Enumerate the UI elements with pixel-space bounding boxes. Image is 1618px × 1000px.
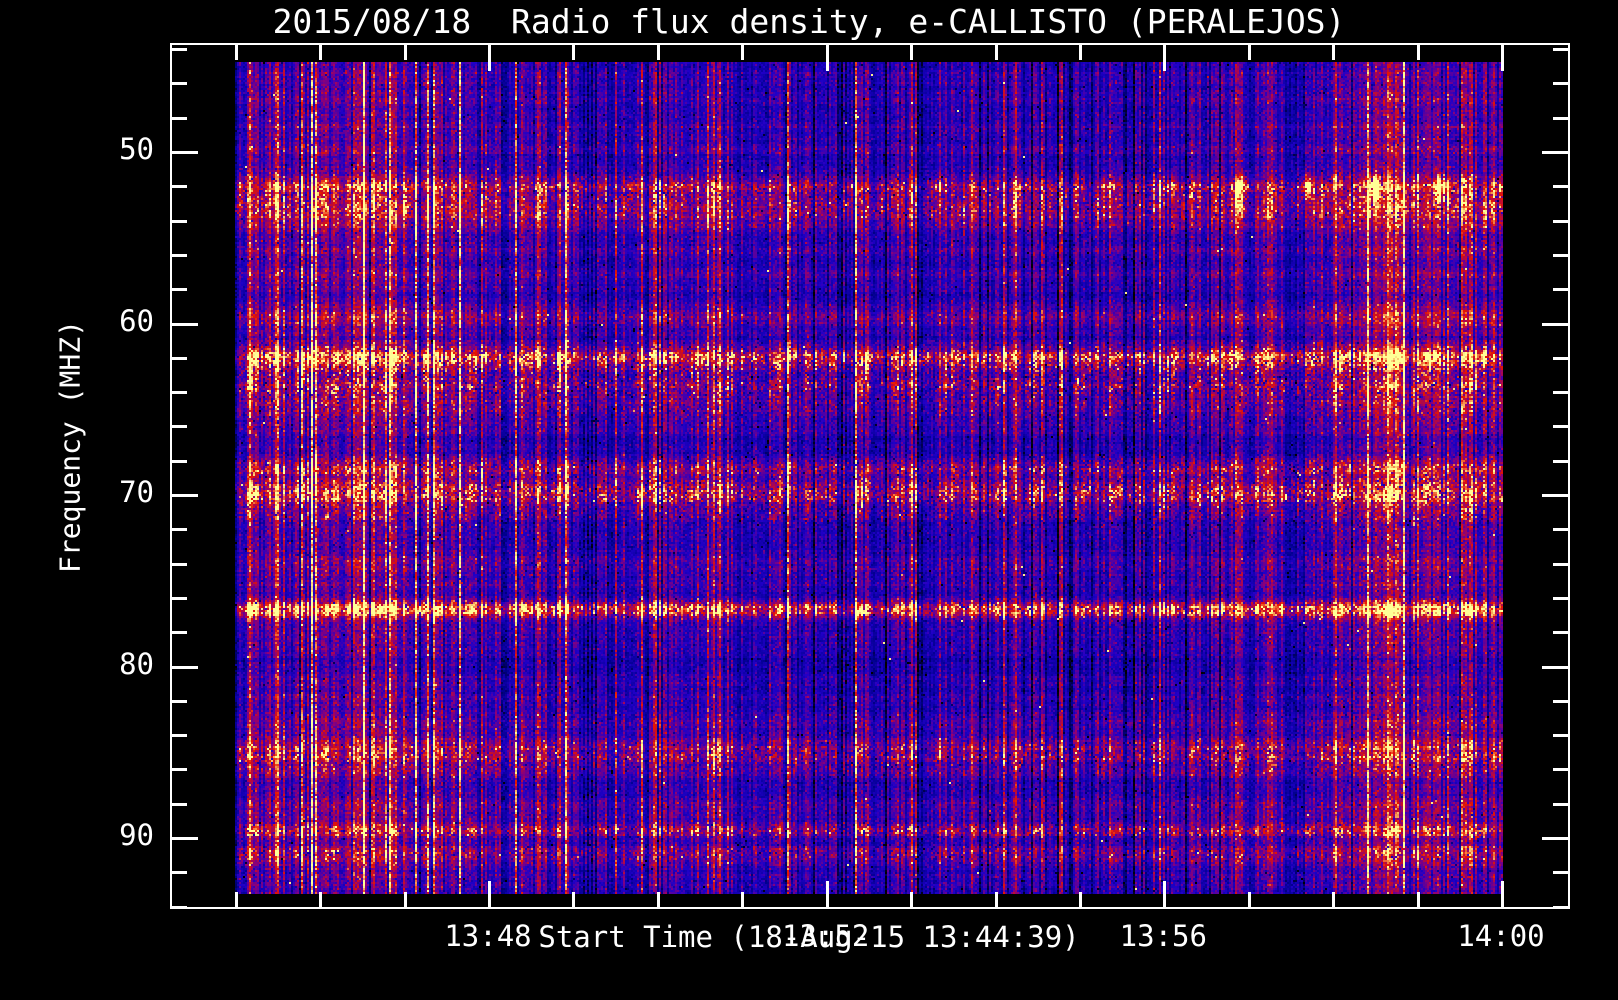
tick-mark (319, 45, 323, 60)
tick-mark (741, 892, 745, 907)
tick-mark (172, 768, 187, 772)
tick-mark (234, 45, 238, 60)
tick-mark (172, 562, 187, 566)
tick-mark (172, 665, 198, 669)
tick-mark (1542, 151, 1568, 154)
tick-mark (172, 151, 198, 154)
tick-mark (1553, 562, 1568, 566)
plot-frame (170, 43, 1570, 909)
tick-mark (1416, 892, 1420, 907)
tick-mark (656, 45, 660, 60)
tick-mark (1553, 459, 1568, 463)
x-axis-label: Start Time (18-Aug-15 13:44:39) (538, 920, 1080, 954)
tick-mark (1553, 528, 1568, 532)
tick-mark (994, 45, 998, 60)
tick-mark (1078, 892, 1082, 907)
tick-mark (910, 892, 914, 907)
tick-mark (1163, 45, 1167, 71)
tick-mark (825, 45, 829, 71)
tick-mark (172, 185, 187, 189)
y-axis-label: Frequency (MHZ) (53, 320, 87, 573)
tick-mark (1553, 356, 1568, 360)
tick-mark (572, 892, 576, 907)
tick-mark (1501, 45, 1504, 71)
tick-mark (1332, 45, 1336, 60)
tick-mark (1553, 48, 1568, 52)
tick-mark (172, 596, 187, 600)
tick-mark (172, 219, 187, 223)
tick-mark (1553, 734, 1568, 738)
tick-mark (172, 699, 187, 703)
tick-mark (1163, 881, 1167, 907)
tick-mark (172, 631, 187, 635)
tick-mark (825, 881, 829, 907)
tick-mark (1542, 494, 1568, 497)
x-tick-label: 13:52 (782, 919, 870, 953)
tick-mark (172, 425, 187, 429)
tick-mark (172, 802, 187, 806)
tick-mark (1553, 425, 1568, 429)
tick-mark (172, 528, 187, 532)
tick-mark (1542, 837, 1568, 840)
tick-mark (172, 905, 187, 909)
y-tick-label: 70 (119, 475, 154, 509)
tick-mark (1553, 905, 1568, 909)
tick-mark (172, 116, 187, 120)
tick-mark (1078, 45, 1082, 60)
y-tick-label: 80 (119, 646, 154, 681)
tick-mark (1553, 391, 1568, 395)
tick-mark (172, 356, 187, 360)
tick-mark (1542, 665, 1568, 669)
tick-mark (1553, 596, 1568, 600)
tick-mark (1553, 116, 1568, 120)
tick-mark (172, 48, 187, 52)
tick-mark (994, 892, 998, 907)
tick-mark (172, 82, 187, 86)
tick-mark (1247, 45, 1251, 60)
tick-mark (572, 45, 576, 60)
tick-mark (656, 892, 660, 907)
tick-mark (172, 871, 187, 875)
tick-mark (1553, 802, 1568, 806)
tick-mark (910, 45, 914, 60)
tick-mark (1553, 219, 1568, 223)
tick-mark (1553, 253, 1568, 257)
tick-mark (172, 837, 198, 840)
tick-mark (172, 494, 198, 497)
tick-mark (403, 892, 407, 907)
tick-mark (172, 253, 187, 257)
tick-mark (172, 459, 187, 463)
y-tick-label: 50 (119, 132, 154, 166)
x-tick-label: 13:56 (1119, 919, 1207, 953)
tick-mark (1542, 322, 1568, 326)
tick-mark (1416, 45, 1420, 60)
tick-mark (172, 288, 187, 292)
tick-mark (234, 892, 238, 907)
tick-mark (1501, 881, 1504, 907)
tick-mark (172, 734, 187, 738)
x-tick-label: 13:48 (444, 919, 532, 953)
tick-mark (172, 391, 187, 395)
tick-mark (1553, 871, 1568, 875)
tick-mark (741, 45, 745, 60)
y-tick-label: 90 (119, 818, 154, 852)
tick-mark (403, 45, 407, 60)
x-tick-label: 14:00 (1457, 919, 1545, 953)
tick-mark (1553, 82, 1568, 86)
tick-mark (1553, 288, 1568, 292)
tick-mark (319, 892, 323, 907)
tick-mark (1553, 699, 1568, 703)
tick-mark (488, 45, 491, 71)
spectrogram-canvas (235, 62, 1503, 894)
tick-mark (1553, 631, 1568, 635)
tick-mark (1553, 185, 1568, 189)
tick-mark (1332, 892, 1336, 907)
tick-mark (172, 322, 198, 326)
y-tick-label: 60 (119, 303, 154, 338)
tick-mark (1553, 768, 1568, 772)
tick-mark (1247, 892, 1251, 907)
tick-mark (488, 881, 491, 907)
page-title: 2015/08/18 Radio flux density, e-CALLIST… (272, 2, 1346, 41)
